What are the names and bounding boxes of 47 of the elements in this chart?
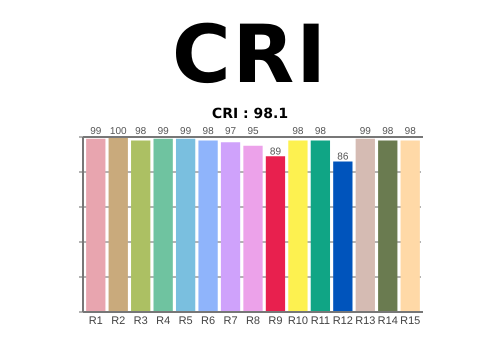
data-label: 95: [247, 126, 259, 137]
data-label: 99: [158, 126, 170, 137]
data-label: 99: [180, 126, 192, 137]
x-tick-label: R7: [224, 315, 238, 327]
data-label: 98: [202, 126, 214, 137]
bar: [400, 140, 420, 312]
bar: [86, 138, 106, 312]
bar: [356, 138, 375, 312]
bar: [333, 162, 352, 312]
x-tick-label: R10: [288, 315, 308, 327]
chart-title: CRI: [172, 8, 328, 101]
bar: [288, 140, 308, 312]
data-label: 99: [360, 126, 372, 137]
x-tick-label: R5: [178, 315, 193, 327]
bar: [198, 140, 218, 312]
x-tick-label: R11: [310, 315, 330, 327]
data-label: 86: [337, 152, 349, 162]
x-tick-label: R4: [156, 315, 170, 327]
bar: [154, 138, 173, 312]
bar: [266, 156, 286, 312]
data-label: 98: [404, 126, 416, 137]
bar: [176, 138, 196, 312]
bar: [378, 140, 398, 312]
bar: [131, 140, 150, 312]
x-tick-label: R8: [246, 315, 260, 327]
x-tick-label: R2: [111, 315, 126, 327]
data-label: 99: [90, 126, 102, 137]
x-tick-label: R1: [88, 315, 103, 327]
data-label: 97: [224, 126, 237, 137]
data-label: 100: [110, 126, 128, 137]
bar: [310, 140, 330, 312]
x-tick-label: R6: [201, 315, 216, 327]
x-tick-label: R15: [400, 315, 420, 327]
bar: [243, 146, 263, 312]
x-tick-label: R3: [134, 315, 148, 327]
data-label: 98: [382, 126, 394, 137]
data-label: 98: [292, 126, 304, 137]
x-tick-label: R12: [332, 315, 353, 327]
bar: [108, 137, 128, 312]
data-label: 98: [314, 126, 326, 137]
x-tick-label: R14: [378, 315, 398, 327]
bar: [220, 142, 240, 312]
data-label: 89: [270, 146, 282, 158]
data-label: 98: [135, 126, 147, 137]
x-tick-label: R13: [355, 315, 376, 327]
x-tick-label: R9: [268, 315, 282, 327]
chart-subtitle: CRI : 98.1: [212, 106, 288, 122]
